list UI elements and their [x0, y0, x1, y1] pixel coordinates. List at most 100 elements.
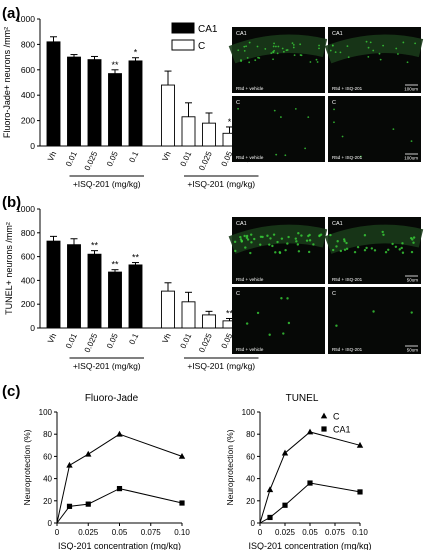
- fluorescent-cell: [246, 238, 250, 241]
- fluorescent-cell: [259, 235, 263, 238]
- bar: [161, 290, 175, 329]
- fluorescent-cell: [412, 236, 416, 239]
- fluorescent-cell: [353, 250, 357, 254]
- y-tick-label: 0: [251, 519, 256, 528]
- fluorescent-cell: [234, 249, 237, 253]
- bar: [181, 301, 196, 329]
- legend-label-ca1: CA1: [198, 24, 218, 35]
- micrograph-background: [328, 287, 421, 354]
- bar: [202, 314, 216, 329]
- y-tick-label: 800: [21, 228, 35, 238]
- bar-legend: CA1 C: [171, 22, 218, 52]
- fluorescent-cell: [316, 61, 319, 63]
- legend-swatch-c: [171, 39, 195, 51]
- square-marker: [267, 514, 273, 521]
- micrograph-caption: R5d + ISQ-201: [332, 86, 363, 91]
- bar: [161, 84, 175, 147]
- region-label: C: [236, 100, 240, 106]
- square-marker: [179, 500, 185, 506]
- series-line: [56, 488, 183, 524]
- tunel-micrographs: CA1 R5d + vehicle CA1 R5d + ISQ-201 50um C R5d…: [228, 217, 424, 354]
- y-tick-label: 600: [21, 65, 35, 75]
- category-label: 0.1: [127, 332, 140, 346]
- fluorescent-cell: [331, 44, 334, 47]
- fluorescent-cell: [286, 242, 289, 245]
- bar: [46, 41, 61, 147]
- y-tick-label: 60: [246, 452, 255, 461]
- group-label: +ISQ-201 (mg/kg): [187, 179, 255, 189]
- series-line: [56, 433, 183, 524]
- square-marker: [357, 489, 363, 495]
- fluorescent-cell: [240, 60, 242, 62]
- square-marker: [282, 502, 288, 508]
- fluorescent-cell: [372, 310, 375, 313]
- fluorescent-cell: [244, 246, 247, 249]
- fluorescent-cell: [329, 233, 332, 237]
- y-tick-label: 20: [43, 497, 52, 506]
- fluorescent-cell: [382, 233, 385, 236]
- y-tick-label: 1000: [16, 14, 35, 24]
- fluorescent-cell: [274, 251, 277, 254]
- fluorescent-cell: [343, 240, 346, 243]
- y-axis-label: Neuroprotection (%): [22, 429, 32, 505]
- square-marker: [66, 503, 73, 509]
- fluorescent-cell: [297, 250, 301, 253]
- significance-mark: *: [134, 48, 138, 58]
- fluorescent-cell: [400, 246, 403, 250]
- fluorescent-cell: [296, 243, 300, 246]
- fluorescent-cell: [286, 297, 289, 300]
- fluorescent-cell: [272, 58, 274, 61]
- fluorescent-cell: [295, 240, 298, 243]
- tissue-band: [228, 224, 328, 254]
- fluorescent-cell: [258, 243, 262, 246]
- y-tick-label: 400: [21, 275, 35, 285]
- fluorescent-cell: [245, 322, 249, 325]
- fluorescent-cell: [363, 234, 367, 237]
- panel-label-a: (a): [2, 5, 20, 22]
- y-axis-label: TUNEL+ neurons /mm²: [4, 222, 14, 315]
- fluorescent-cell: [245, 234, 249, 238]
- bar: [108, 73, 122, 147]
- fluorescent-cell: [318, 47, 320, 50]
- fluorescent-cell: [345, 247, 349, 251]
- fluorescent-cell: [402, 41, 405, 44]
- fluorescent-cell: [339, 51, 342, 54]
- fluorescent-cell: [282, 50, 285, 53]
- bar: [202, 122, 216, 147]
- fluorescent-cell: [294, 237, 297, 240]
- fluorescent-cell: [256, 311, 260, 315]
- fluorescent-cell: [411, 238, 414, 241]
- fluorescent-cell: [268, 333, 271, 336]
- fluoro-jade-bar-chart: 0 200 400 600 800 1000 Fluoro-Jade+ neurons /m…: [2, 14, 259, 189]
- micrograph-panel: CA1 R5d + vehicle: [228, 27, 328, 93]
- scale-bar-label: 100um: [404, 87, 418, 92]
- y-tick-label: 400: [21, 90, 35, 100]
- fluorescent-cell: [294, 107, 297, 110]
- fluorescent-cell: [273, 109, 276, 112]
- fluorescent-cell: [414, 42, 417, 45]
- y-tick-label: 200: [21, 299, 35, 309]
- category-label: Vh: [161, 332, 173, 345]
- fluorescent-cell: [398, 248, 401, 251]
- fluorescent-cell: [387, 248, 390, 251]
- fluorescent-cell: [410, 140, 413, 143]
- scale-bar-label: 50um: [407, 278, 419, 283]
- triangle-marker: [281, 449, 289, 456]
- fluorescent-cell: [245, 45, 248, 48]
- region-label: CA1: [236, 221, 247, 227]
- category-label: 0.025: [197, 332, 214, 354]
- triangle-marker: [356, 441, 364, 448]
- bar: [67, 244, 81, 329]
- fluorescent-cell: [367, 46, 370, 49]
- fluorescent-cell: [273, 49, 276, 52]
- fluorescent-cell: [333, 121, 335, 124]
- category-label: 0.01: [64, 332, 79, 350]
- fluoro-jade-neuroprotection-chart: Fluoro-Jade 0 20 40 60 80 100 0 0.025 0.05 0.075 0.…: [22, 393, 190, 550]
- fluorescent-cell: [384, 251, 388, 254]
- group-label: +ISQ-201 (mg/kg): [73, 179, 141, 189]
- scale-bar-label: 100um: [404, 156, 418, 161]
- fluorescent-cell: [339, 249, 343, 253]
- category-label: 0.01: [179, 150, 194, 168]
